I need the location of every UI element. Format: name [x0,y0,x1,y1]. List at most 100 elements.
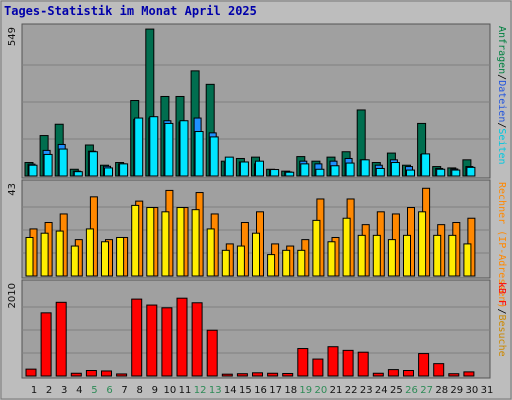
bar-seiten [330,165,340,177]
bar-kb [25,368,37,377]
x-tick-label: 25 [390,385,403,396]
bar-seiten [239,161,249,177]
y-max-label: 2010 [7,283,18,308]
bar-seiten [179,120,189,177]
bar-kb [387,369,399,377]
x-tick-label: 26 [405,385,418,396]
x-tick-label: 28 [435,385,448,396]
bar-seiten [360,159,370,177]
bar-besuche [85,228,94,277]
bar-kb [403,370,414,377]
x-tick-label: 22 [345,385,358,396]
bar-kb [101,370,112,377]
bar-seiten [149,116,159,177]
bar-besuche [252,232,260,277]
bar-kb [131,298,143,377]
bar-besuche [191,209,200,277]
bar-besuche [312,219,321,277]
bar-besuche [131,204,140,277]
x-tick-label: 15 [239,385,252,396]
x-tick-label: 19 [299,385,312,396]
bar-seiten [285,171,295,177]
bar-seiten [255,160,264,177]
x-tick-label: 5 [91,385,97,396]
bar-seiten [28,164,38,177]
bar-seiten [88,151,98,177]
bar-kb [55,301,67,377]
x-tick-label: 11 [179,385,192,396]
bar-seiten [466,166,476,177]
x-tick-label: 12 [194,385,207,396]
bar-besuche [403,234,411,277]
x-tick-label: 21 [330,385,343,396]
bar-besuche [372,234,381,277]
bar-seiten [224,156,234,177]
bar-seiten [315,168,325,177]
y-max-label: 43 [7,183,18,196]
bar-besuche [418,211,427,277]
bar-kb [176,297,188,377]
bar-besuche [282,249,291,277]
x-tick-label: 17 [269,385,282,396]
panel-traffic: 2010 kB F [7,279,507,379]
x-tick-label: 18 [284,385,297,396]
plot-area [21,279,491,379]
bar-kb [267,372,279,377]
bar-besuche [357,234,366,277]
bar-kb [252,372,263,377]
x-tick-label: 6 [106,385,112,396]
bar-seiten [270,169,280,177]
bar-kb [297,348,309,377]
x-tick-label: 3 [61,385,67,396]
legend-part: / [496,122,507,128]
bar-besuche [55,230,64,277]
bar-seiten [164,122,174,177]
bar-kb [146,304,158,377]
x-tick-label: 14 [224,385,237,396]
x-tick-label: 4 [76,385,82,396]
x-tick-label: 23 [360,385,373,396]
bar-seiten [209,136,219,177]
bar-kb [40,312,52,377]
bar-kb [342,349,354,377]
legend-part: / [496,308,507,314]
legend-part: Anfragen [496,26,507,74]
bar-kb [463,371,475,377]
bar-seiten [58,148,68,177]
bar-besuche [387,239,396,277]
bar-besuche [221,249,230,277]
bar-besuche [206,228,215,277]
panel-hits: 549 Anfragen/Dateien/Seiten [7,23,507,179]
legend-part: Seiten [496,128,507,164]
x-tick-label: 30 [466,385,479,396]
bar-kb [70,372,82,377]
bar-kb [236,373,248,377]
x-tick-label: 10 [164,385,177,396]
series-legend-label: Anfragen/Dateien/Seiten [496,26,507,165]
plot-area [21,23,491,179]
x-tick-label: 1 [31,385,37,396]
x-tick-label: 2 [46,385,52,396]
bar-seiten [194,131,204,177]
x-tick-label: 24 [375,385,388,396]
bar-seiten [390,162,400,177]
bar-besuche [433,234,442,277]
bar-kb [206,329,218,377]
x-tick-label: 8 [137,385,143,396]
bar-kb [282,372,294,377]
x-tick-label: 20 [315,385,328,396]
bar-besuche [327,241,336,277]
bar-besuche [101,241,109,277]
bar-besuche [116,236,125,277]
bar-besuche [40,232,49,277]
bar-besuche [161,211,170,277]
legend-part: / [496,74,507,80]
bar-besuche [342,217,351,277]
bar-kb [327,346,339,377]
chart-title: Tages-Statistik im Monat April 2025 [4,4,257,18]
series-legend-label: kB F [496,282,507,306]
x-tick-label: 16 [254,385,267,396]
bar-besuche [463,243,472,277]
bar-besuche [25,236,34,277]
